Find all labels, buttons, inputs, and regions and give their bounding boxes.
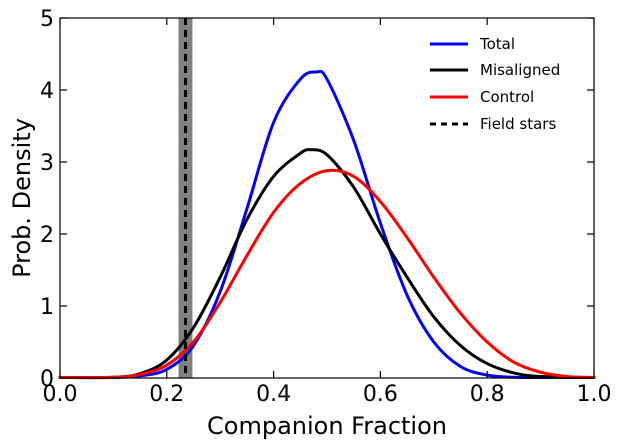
x-tick-label: 0.6 — [363, 382, 398, 407]
curve-layer — [58, 69, 596, 380]
legend: Total Misaligned Control Field stars — [430, 35, 560, 133]
series-line-control — [58, 168, 596, 380]
series-line-total — [58, 69, 596, 380]
x-tick-label: 0.4 — [256, 382, 291, 407]
legend-label-total: Total — [479, 35, 515, 53]
plot-frame — [59, 17, 595, 379]
y-axis-label: Prob. Density — [8, 118, 36, 278]
x-tick-label: 0.2 — [149, 382, 184, 407]
y-tick-label: 4 — [40, 79, 54, 104]
y-tick-label: 2 — [40, 223, 54, 248]
y-tick-label: 1 — [40, 295, 54, 320]
y-tick-label: 3 — [40, 151, 54, 176]
legend-label-control: Control — [480, 88, 534, 106]
x-axis-label: Companion Fraction — [207, 412, 447, 440]
legend-label-field-stars: Field stars — [480, 115, 556, 133]
x-tick-label: 0.0 — [43, 382, 78, 407]
tick-layer: 0.0 0.2 0.4 0.6 0.8 1.0 0 1 2 3 4 5 — [40, 7, 612, 407]
x-tick-label: 0.8 — [470, 382, 505, 407]
x-tick-label: 1.0 — [577, 382, 612, 407]
y-tick-label: 5 — [40, 7, 54, 32]
y-tick-label: 0 — [40, 367, 54, 392]
series-line-misaligned — [58, 148, 596, 380]
legend-label-misaligned: Misaligned — [480, 61, 560, 79]
